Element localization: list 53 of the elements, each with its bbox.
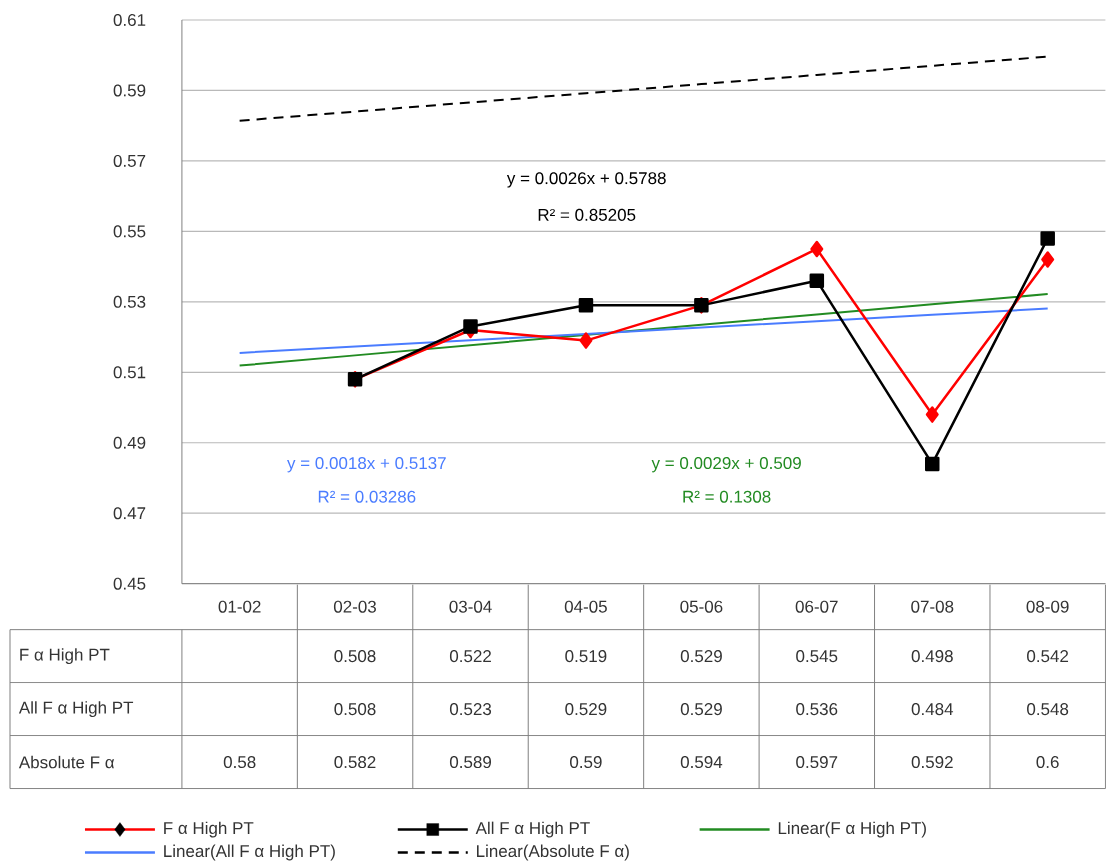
data-label: 0.58 bbox=[223, 756, 256, 769]
data-label: 0.6 bbox=[1036, 756, 1059, 769]
annotation: R² = 0.1308 bbox=[683, 490, 771, 503]
data-label: 0.529 bbox=[680, 650, 722, 663]
annotation: y = 0.0026x + 0.5788 bbox=[506, 172, 666, 188]
text: F α High PT bbox=[20, 648, 110, 665]
text: Absolute F α bbox=[18, 755, 115, 769]
legend-label: F α High PT bbox=[164, 821, 254, 838]
y-tick-label: 0.47 bbox=[113, 507, 146, 520]
data-label: 0.523 bbox=[449, 703, 492, 716]
legend-label: Linear(All F α High PT) bbox=[164, 844, 335, 861]
data-label: 0.545 bbox=[796, 650, 838, 663]
data-label: 0.529 bbox=[680, 703, 722, 716]
data-label: 0.592 bbox=[911, 756, 953, 769]
annotation: R² = 0.03286 bbox=[318, 490, 416, 503]
data-label: 0.519 bbox=[565, 650, 607, 663]
data-label: 0.548 bbox=[1027, 703, 1069, 716]
data-label: 0.522 bbox=[449, 650, 491, 663]
y-tick-label: 0.55 bbox=[113, 225, 146, 238]
data-label: 0.529 bbox=[565, 703, 607, 716]
legend-label: Linear(F α High PT) bbox=[778, 821, 926, 838]
data-label: 0.542 bbox=[1027, 650, 1069, 663]
data-label: 0.484 bbox=[911, 703, 954, 716]
annotation: y = 0.0029x + 0.509 bbox=[651, 456, 801, 473]
data-label: 0.582 bbox=[334, 756, 376, 769]
data-label: 0.536 bbox=[796, 703, 838, 716]
data-label: 0.508 bbox=[334, 703, 376, 716]
category-label: 01-02 bbox=[218, 600, 261, 613]
legend-label: Linear(Absolute F α) bbox=[477, 844, 629, 861]
category-label: 08-09 bbox=[1026, 600, 1069, 613]
data-label: 0.589 bbox=[449, 756, 492, 769]
text: All F α High PT bbox=[18, 701, 134, 717]
data-label: 0.498 bbox=[911, 650, 953, 663]
category-label: 07-08 bbox=[911, 600, 954, 613]
y-tick-label: 0.51 bbox=[113, 366, 146, 379]
category-label: 04-05 bbox=[564, 600, 607, 613]
category-label: 02-03 bbox=[333, 600, 376, 613]
y-tick-label: 0.49 bbox=[113, 436, 146, 449]
y-tick-label: 0.45 bbox=[113, 577, 146, 590]
category-label: 03-04 bbox=[449, 600, 492, 613]
data-label: 0.597 bbox=[796, 756, 838, 769]
y-tick-label: 0.61 bbox=[113, 13, 146, 26]
y-tick-label: 0.59 bbox=[113, 84, 146, 97]
data-label: 0.59 bbox=[570, 756, 602, 769]
y-tick-label: 0.53 bbox=[113, 295, 146, 308]
y-tick-label: 0.57 bbox=[113, 154, 146, 167]
data-label: 0.508 bbox=[334, 650, 376, 663]
data-label: 0.594 bbox=[680, 756, 723, 769]
legend-label: All F α High PT bbox=[475, 821, 590, 838]
annotation: y = 0.0018x + 0.5137 bbox=[287, 456, 446, 473]
category-label: 06-07 bbox=[795, 600, 838, 613]
category-label: 05-06 bbox=[680, 600, 723, 613]
annotation: R² = 0.85205 bbox=[538, 208, 636, 221]
